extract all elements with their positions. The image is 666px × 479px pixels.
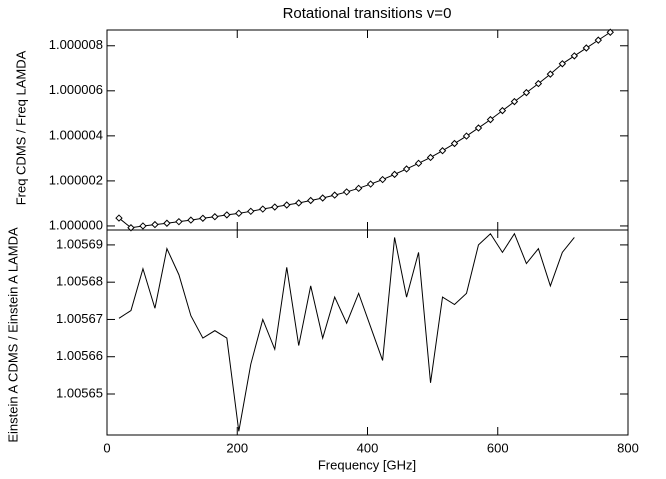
y-tick-label: 1.00569 <box>56 236 103 251</box>
series-line <box>118 232 575 432</box>
y-axis-label: Einstein A CDMS / Einstein A LAMDA <box>5 227 20 443</box>
point-marker <box>187 216 195 224</box>
point-marker <box>163 219 171 227</box>
point-marker <box>462 132 471 140</box>
y-tick-label: 1.00566 <box>56 348 103 363</box>
point-marker <box>295 199 303 207</box>
y-tick-label: 1.00565 <box>56 385 103 400</box>
point-marker <box>151 220 159 229</box>
series-line <box>118 31 611 229</box>
point-marker <box>558 60 567 68</box>
x-axis-label: Frequency [GHz] <box>318 457 416 472</box>
point-marker <box>175 217 183 226</box>
point-marker <box>390 170 399 179</box>
point-marker <box>271 203 279 211</box>
point-marker <box>486 115 495 124</box>
point-marker <box>570 52 579 60</box>
point-marker <box>127 224 135 232</box>
point-marker <box>318 194 327 202</box>
y-tick-label: 1.000006 <box>49 82 103 97</box>
x-tick-label: 0 <box>103 440 110 455</box>
point-marker <box>223 211 231 219</box>
point-marker <box>354 184 363 193</box>
point-marker <box>546 70 555 78</box>
point-marker <box>414 159 423 168</box>
x-tick-label: 800 <box>617 440 639 455</box>
point-marker <box>534 79 543 88</box>
point-marker <box>606 28 614 36</box>
x-tick-label: 600 <box>487 440 509 455</box>
point-marker <box>402 165 411 173</box>
point-marker <box>498 106 507 115</box>
point-marker <box>582 44 591 52</box>
x-tick-label: 400 <box>357 440 379 455</box>
point-marker <box>247 207 255 216</box>
point-marker <box>330 191 339 199</box>
chart-title: Rotational transitions v=0 <box>283 5 452 22</box>
y-tick-label: 1.000000 <box>49 217 103 232</box>
top-panel-frame <box>106 29 629 231</box>
point-marker <box>522 88 531 97</box>
point-marker <box>199 214 207 222</box>
point-marker <box>115 214 123 222</box>
y-tick-label: 1.00567 <box>56 311 103 326</box>
point-marker <box>450 139 459 148</box>
point-marker <box>378 175 387 184</box>
point-marker <box>594 36 603 44</box>
point-marker <box>342 188 351 196</box>
point-marker <box>366 180 375 188</box>
point-marker <box>426 153 435 162</box>
y-tick-label: 1.000004 <box>49 127 103 142</box>
point-marker <box>235 209 243 218</box>
point-marker <box>211 213 219 221</box>
point-marker <box>307 196 315 205</box>
point-marker <box>283 201 291 209</box>
y-axis-label: Freq CDMS / Freq LAMDA <box>13 50 28 205</box>
x-tick-label: 200 <box>226 440 248 455</box>
y-tick-label: 1.00568 <box>56 274 103 289</box>
point-marker <box>510 97 519 106</box>
bottom-panel-frame <box>106 229 629 436</box>
point-marker <box>139 222 147 230</box>
y-tick-label: 1.000008 <box>49 37 103 52</box>
y-tick-label: 1.000002 <box>49 172 103 187</box>
point-marker <box>474 124 483 132</box>
point-marker <box>259 205 267 213</box>
point-marker <box>438 147 447 155</box>
